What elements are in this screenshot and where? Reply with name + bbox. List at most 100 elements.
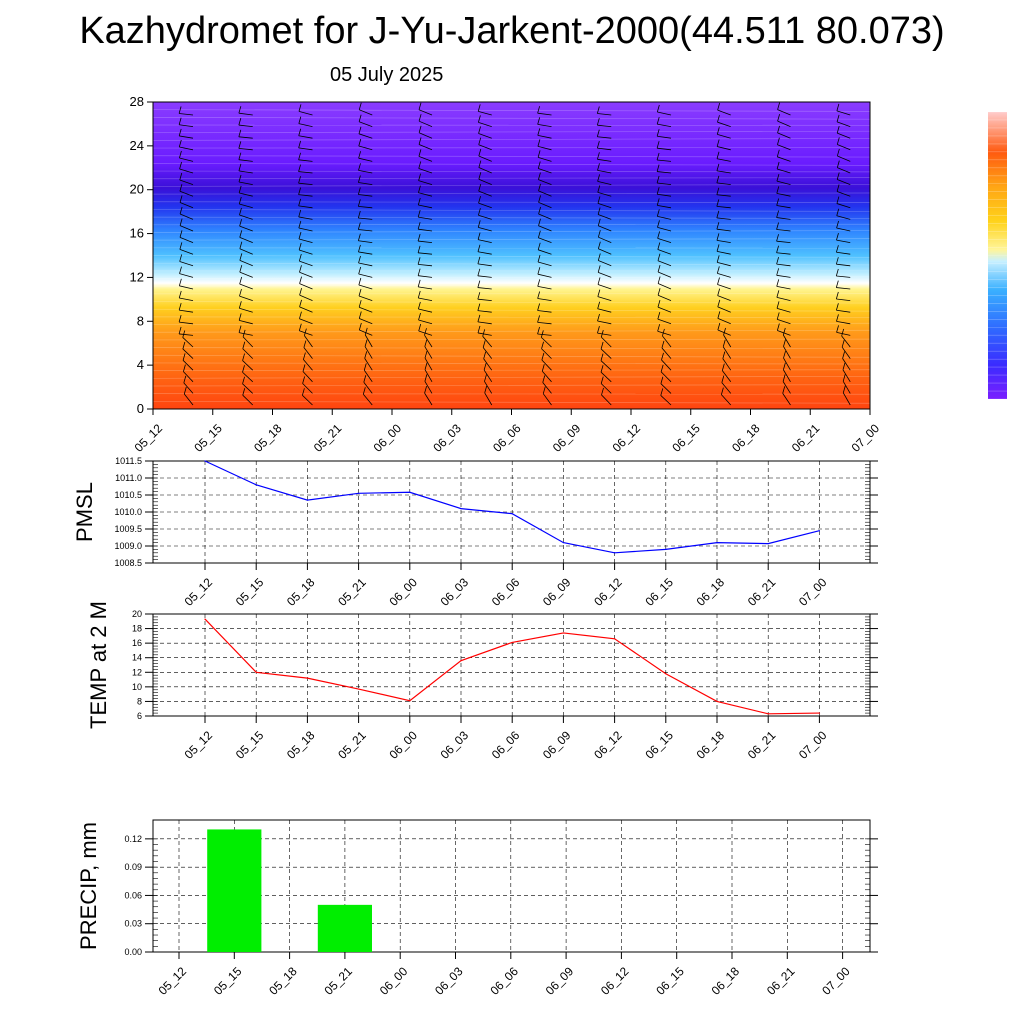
pmsl-point	[409, 491, 411, 493]
wind-barb-flag	[600, 376, 604, 384]
pmsl-point	[716, 542, 718, 544]
temp-xtick-label: 06_09	[540, 728, 574, 762]
wind-barb	[358, 133, 373, 139]
wind-barb	[239, 259, 253, 267]
wind-barb	[657, 147, 672, 151]
wind-barb-flag	[364, 351, 368, 359]
pmsl-point	[358, 492, 360, 494]
wind-barb	[597, 136, 612, 139]
wind-barb-flag	[597, 185, 601, 193]
wind-barb	[776, 180, 791, 185]
wind-barb-flag	[722, 339, 726, 347]
wind-barb-flag	[299, 288, 302, 296]
wind-barb	[661, 347, 672, 359]
wind-barb	[179, 237, 194, 243]
contour-line	[152, 276, 871, 279]
pmsl-point	[204, 460, 206, 462]
wind-barb-flag	[298, 187, 301, 195]
wind-barb-flag	[776, 210, 780, 218]
wind-barb	[716, 228, 731, 232]
wind-barb	[657, 249, 672, 255]
contour-line	[152, 338, 871, 341]
wind-barb-flag	[537, 117, 541, 125]
pmsl-point	[255, 484, 257, 486]
contour-line	[152, 130, 871, 134]
wind-barb-flag	[836, 245, 839, 253]
wind-barb-flag	[656, 209, 660, 217]
wind-barb-flag	[183, 375, 187, 383]
wind-barb	[657, 294, 672, 301]
wind-barb	[478, 190, 492, 197]
wind-barb	[537, 157, 552, 162]
wind-barb	[298, 205, 313, 209]
wind-barb	[179, 273, 194, 278]
contour-line	[152, 384, 871, 387]
wind-barb-flag	[537, 242, 541, 250]
wind-barb-flag	[358, 163, 361, 171]
wind-barb-flag	[836, 220, 839, 229]
pmsl-xtick-label: 05_15	[233, 575, 267, 609]
wind-barb	[299, 260, 313, 267]
wind-barb	[358, 182, 373, 185]
wind-barb-flag	[302, 376, 306, 384]
wind-barb-flag	[304, 328, 307, 336]
wind-barb	[302, 395, 313, 406]
wind-barb-flag	[841, 328, 845, 337]
wind-barb-flag	[776, 323, 780, 331]
colorbar-ramp	[988, 112, 1007, 399]
wind-barb	[537, 298, 552, 301]
temp-point	[204, 618, 206, 620]
wind-barb	[299, 318, 313, 325]
wind-barb	[842, 392, 851, 406]
profile-ytick-label: 24	[130, 138, 144, 153]
wind-barb	[484, 392, 493, 406]
wind-barb	[722, 370, 732, 383]
wind-barb-flag	[239, 219, 243, 227]
wind-barb-flag	[482, 340, 486, 348]
temp-point	[614, 638, 616, 640]
wind-barb-flag	[179, 230, 183, 238]
wind-barb	[424, 381, 433, 394]
wind-barb	[657, 238, 672, 243]
profile-ytick-label: 8	[137, 313, 144, 328]
wind-barb	[776, 297, 791, 301]
wind-barb	[717, 146, 731, 151]
wind-barb	[477, 251, 492, 255]
profile-xtick-label: 06_18	[729, 421, 763, 455]
wind-barb-flag	[783, 339, 786, 347]
pmsl-xtick-label: 06_03	[438, 575, 472, 609]
pmsl-ytick-label: 1011.5	[115, 456, 142, 466]
wind-barb-flag	[364, 327, 368, 335]
wind-barb-flag	[417, 257, 421, 265]
wind-barb-flag	[656, 117, 660, 125]
pmsl-point	[614, 552, 616, 554]
pmsl-xtick-label: 05_18	[284, 575, 318, 609]
wind-barb	[483, 358, 493, 371]
wind-barb-flag	[418, 125, 422, 133]
wind-barb-flag	[299, 276, 302, 284]
wind-barb-flag	[358, 244, 361, 253]
wind-barb-flag	[537, 150, 541, 158]
precip-xtick-label: 05_15	[211, 964, 245, 998]
wind-barb-flag	[776, 222, 779, 230]
contour-line	[152, 170, 871, 173]
wind-barb-flag	[242, 376, 245, 384]
wind-barb-flag	[298, 140, 302, 148]
wind-barb-flag	[477, 280, 481, 288]
wind-barb	[477, 332, 492, 336]
wind-barb-flag	[597, 253, 601, 261]
temp-point	[358, 688, 360, 690]
precip-panel: 0.00 0.03 0.06 0.09 0.12 05_12 05_15 05_18 05_21…	[76, 819, 878, 998]
wind-barb	[537, 285, 552, 290]
wind-barb	[242, 348, 254, 359]
wind-barb	[477, 275, 492, 278]
wind-barb	[537, 123, 552, 127]
wind-barb	[239, 192, 253, 197]
wind-barb	[598, 225, 612, 232]
wind-barb-flag	[417, 197, 421, 206]
wind-barb	[299, 249, 313, 255]
wind-barb	[836, 215, 851, 220]
wind-barb	[600, 383, 612, 394]
wind-barb-flag	[358, 175, 361, 183]
temp-ylabel: TEMP at 2 M	[86, 601, 111, 729]
